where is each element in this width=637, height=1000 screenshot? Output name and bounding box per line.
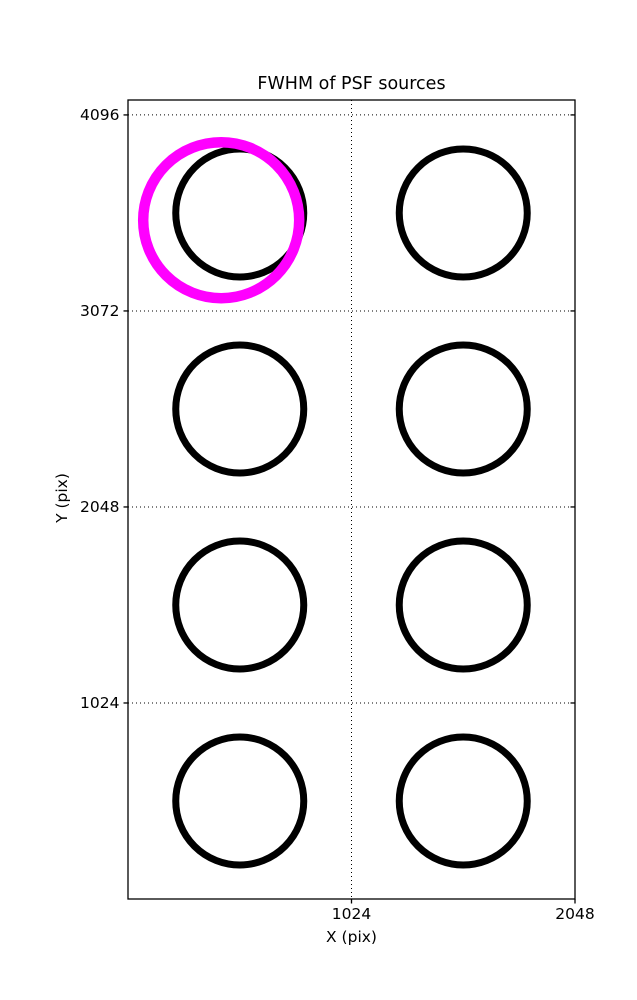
axes-frame — [127, 99, 576, 900]
x-tick-label: 1024 — [331, 904, 372, 923]
x-axis-label: X (pix) — [326, 928, 377, 946]
x-tick-label: 2048 — [555, 904, 595, 923]
highlighted-source-circle — [137, 136, 305, 304]
psf-source-circle — [395, 145, 531, 281]
y-tick-label: 1024 — [80, 693, 120, 712]
y-tick-label: 3072 — [80, 301, 120, 320]
psf-source-circle — [172, 733, 308, 869]
psf-source-circle — [395, 341, 531, 477]
y-tick-label: 4096 — [80, 105, 120, 124]
psf-source-circle — [172, 537, 308, 673]
psf-source-circle — [395, 537, 531, 673]
psf-source-circle — [172, 341, 308, 477]
y-tick-label: 2048 — [80, 497, 120, 516]
chart-title: FWHM of PSF sources — [257, 74, 446, 94]
psf-source-circle — [395, 733, 531, 869]
